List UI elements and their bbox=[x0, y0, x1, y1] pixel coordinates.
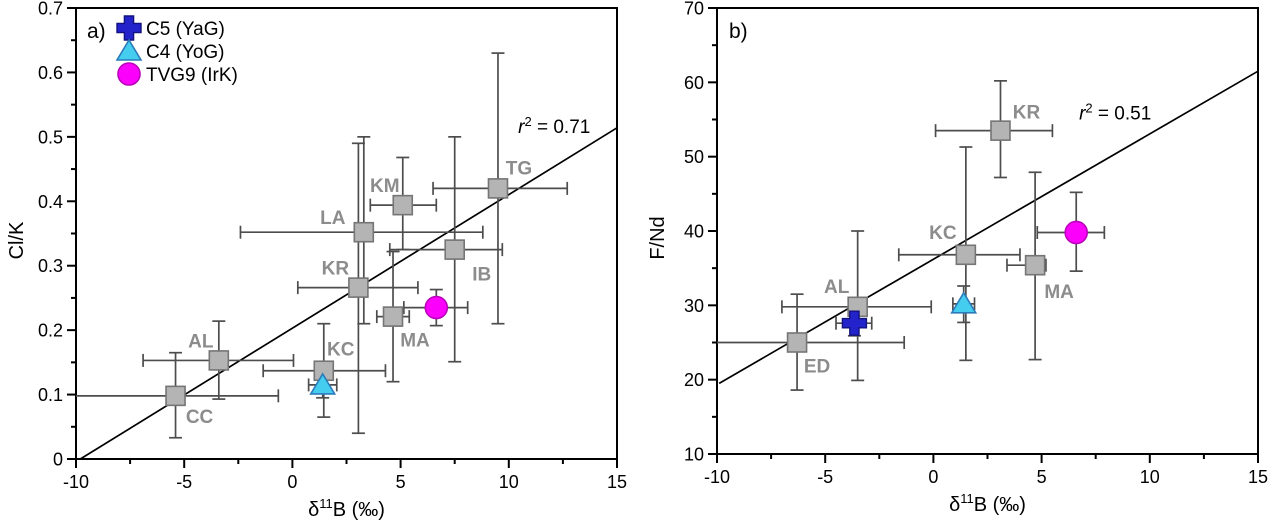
x-tick-label: -10 bbox=[704, 467, 730, 487]
y-tick-label: 50 bbox=[684, 147, 704, 167]
data-points bbox=[165, 178, 509, 407]
x-tick-label: 0 bbox=[928, 467, 938, 487]
panel-b: -10 -5 0 5 10 15 10 20 30 40 50 60 70 δ11B (‰) F/Nd r2 … bbox=[647, 0, 1268, 516]
y-tick-label: 10 bbox=[684, 445, 704, 465]
marker-square-CC bbox=[165, 385, 186, 407]
point-label-KR: KR bbox=[1013, 103, 1041, 124]
x-tick-label: 10 bbox=[1140, 467, 1160, 487]
legend-triangle-icon bbox=[115, 38, 143, 61]
marker-cross-C5 bbox=[841, 310, 868, 336]
point-label-LA: LA bbox=[320, 208, 346, 229]
r-squared-label: r2 = 0.71 bbox=[518, 114, 590, 138]
y-tick-label: 0 bbox=[53, 450, 63, 470]
point-label-TG: TG bbox=[506, 158, 532, 179]
x-tick-label: 15 bbox=[607, 472, 627, 492]
point-label-AL: AL bbox=[824, 277, 850, 298]
marker-square-AL bbox=[208, 350, 230, 371]
data-points bbox=[786, 120, 1089, 353]
marker-square-KC bbox=[955, 244, 977, 266]
x-axis-title: δ11B (‰) bbox=[949, 491, 1026, 516]
axis-ticks: -10 -5 0 5 10 15 10 20 30 40 50 60 70 bbox=[684, 0, 1268, 487]
marker-square-MA bbox=[1024, 254, 1046, 276]
marker-square-IB bbox=[444, 239, 466, 260]
y-tick-label: 0.4 bbox=[38, 192, 63, 212]
point-labels: CC AL KC KR LA KM MA IB TG bbox=[186, 158, 532, 427]
marker-triangle-C4 bbox=[309, 372, 337, 395]
marker-square-ED bbox=[786, 332, 808, 353]
legend: C5 (YaG)C4 (YoG)TVG9 (IrK) bbox=[115, 15, 238, 86]
panel-a: -10 -5 0 5 10 15 0 0.1 0.2 0.3 0.4 0.5 0.6 0.7 δ11B (‰… bbox=[6, 0, 627, 521]
point-label-KM: KM bbox=[370, 176, 400, 197]
marker-square-KM bbox=[392, 194, 414, 216]
marker-square-LA bbox=[353, 221, 375, 243]
y-tick-label: 60 bbox=[684, 73, 704, 93]
regression-line bbox=[718, 70, 1259, 385]
point-label-MA: MA bbox=[1044, 282, 1074, 303]
x-tick-label: 10 bbox=[499, 472, 519, 492]
point-label-ED: ED bbox=[804, 357, 830, 378]
x-tick-label: 5 bbox=[1037, 467, 1047, 487]
x-tick-label: -10 bbox=[63, 472, 89, 492]
marker-circle-TVG9 bbox=[1064, 220, 1089, 245]
x-tick-label: 0 bbox=[287, 472, 297, 492]
legend-cross-icon bbox=[116, 15, 142, 41]
axis-ticks: -10 -5 0 5 10 15 0 0.1 0.2 0.3 0.4 0.5 0.6 0.7 bbox=[38, 0, 627, 492]
y-tick-label: 0.1 bbox=[38, 385, 63, 405]
marker-square-KR bbox=[990, 120, 1011, 141]
y-tick-label: 0.3 bbox=[38, 256, 63, 276]
x-tick-label: 15 bbox=[1248, 467, 1268, 487]
point-labels: ED AL KC KR MA bbox=[804, 103, 1074, 378]
r-squared-label: r2 = 0.51 bbox=[1079, 101, 1151, 125]
y-tick-label: 70 bbox=[684, 0, 704, 19]
x-axis-title: δ11B (‰) bbox=[308, 496, 385, 521]
y-tick-label: 20 bbox=[684, 370, 704, 390]
y-tick-label: 0.2 bbox=[38, 321, 63, 341]
point-label-KR: KR bbox=[322, 259, 350, 280]
point-label-CC: CC bbox=[186, 407, 214, 428]
x-tick-label: -5 bbox=[176, 472, 192, 492]
legend-item-label: C4 (YoG) bbox=[146, 42, 225, 63]
y-tick-label: 0.5 bbox=[38, 127, 63, 147]
point-label-IB: IB bbox=[472, 265, 491, 286]
marker-square-TG bbox=[487, 178, 509, 199]
y-axis-title: Cl/K bbox=[6, 221, 28, 259]
panel-letter: b) bbox=[729, 20, 748, 43]
marker-triangle-C4 bbox=[950, 291, 978, 314]
x-tick-label: 5 bbox=[396, 472, 406, 492]
point-label-KC: KC bbox=[929, 223, 957, 244]
legend-circle-icon bbox=[117, 62, 141, 86]
y-tick-label: 0.6 bbox=[38, 63, 63, 83]
y-tick-label: 0.7 bbox=[38, 0, 63, 19]
legend-item-label: C5 (YaG) bbox=[146, 19, 225, 40]
point-label-AL: AL bbox=[188, 331, 214, 352]
x-tick-label: -5 bbox=[817, 467, 833, 487]
y-tick-label: 30 bbox=[684, 296, 704, 316]
legend-item-label: TVG9 (IrK) bbox=[146, 65, 238, 86]
y-tick-label: 40 bbox=[684, 222, 704, 242]
marker-square-MA bbox=[382, 306, 404, 327]
point-label-MA: MA bbox=[400, 331, 430, 352]
panel-letter: a) bbox=[87, 20, 106, 43]
marker-square-KR bbox=[348, 277, 369, 298]
marker-circle-TVG9 bbox=[424, 295, 449, 320]
y-axis-title: F/Nd bbox=[647, 216, 669, 259]
point-label-KC: KC bbox=[327, 340, 355, 361]
